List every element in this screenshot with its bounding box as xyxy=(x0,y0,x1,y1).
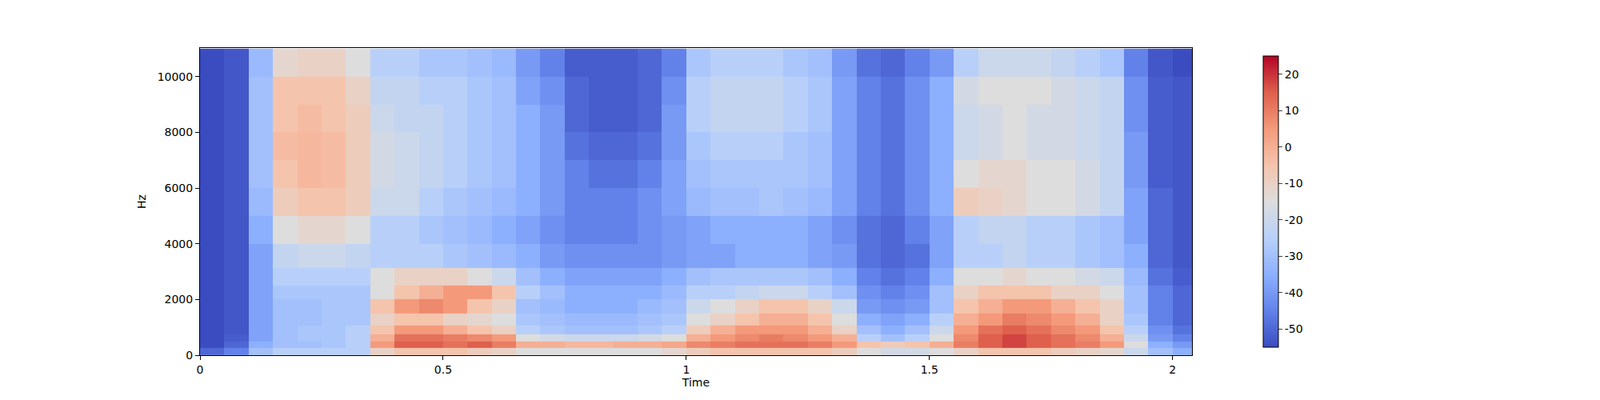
svg-text:0: 0 xyxy=(185,348,193,362)
svg-text:-30: -30 xyxy=(1284,249,1304,263)
svg-text:20: 20 xyxy=(1284,68,1300,81)
svg-text:1.5: 1.5 xyxy=(920,363,939,376)
svg-text:-40: -40 xyxy=(1284,286,1304,300)
svg-text:Time: Time xyxy=(681,376,710,389)
svg-text:-20: -20 xyxy=(1284,213,1304,227)
svg-text:-10: -10 xyxy=(1284,176,1304,190)
svg-text:0.5: 0.5 xyxy=(434,363,452,376)
svg-text:1: 1 xyxy=(682,363,690,376)
svg-text:4000: 4000 xyxy=(164,237,194,251)
svg-text:Hz: Hz xyxy=(135,194,148,209)
svg-text:10000: 10000 xyxy=(157,70,194,84)
svg-text:-50: -50 xyxy=(1284,322,1304,336)
svg-text:0: 0 xyxy=(1284,140,1292,154)
svg-text:6000: 6000 xyxy=(164,181,194,195)
svg-text:2: 2 xyxy=(1168,363,1176,376)
svg-text:2000: 2000 xyxy=(164,292,194,306)
svg-text:10: 10 xyxy=(1284,104,1300,117)
svg-text:0: 0 xyxy=(196,363,204,376)
svg-text:8000: 8000 xyxy=(164,125,194,139)
